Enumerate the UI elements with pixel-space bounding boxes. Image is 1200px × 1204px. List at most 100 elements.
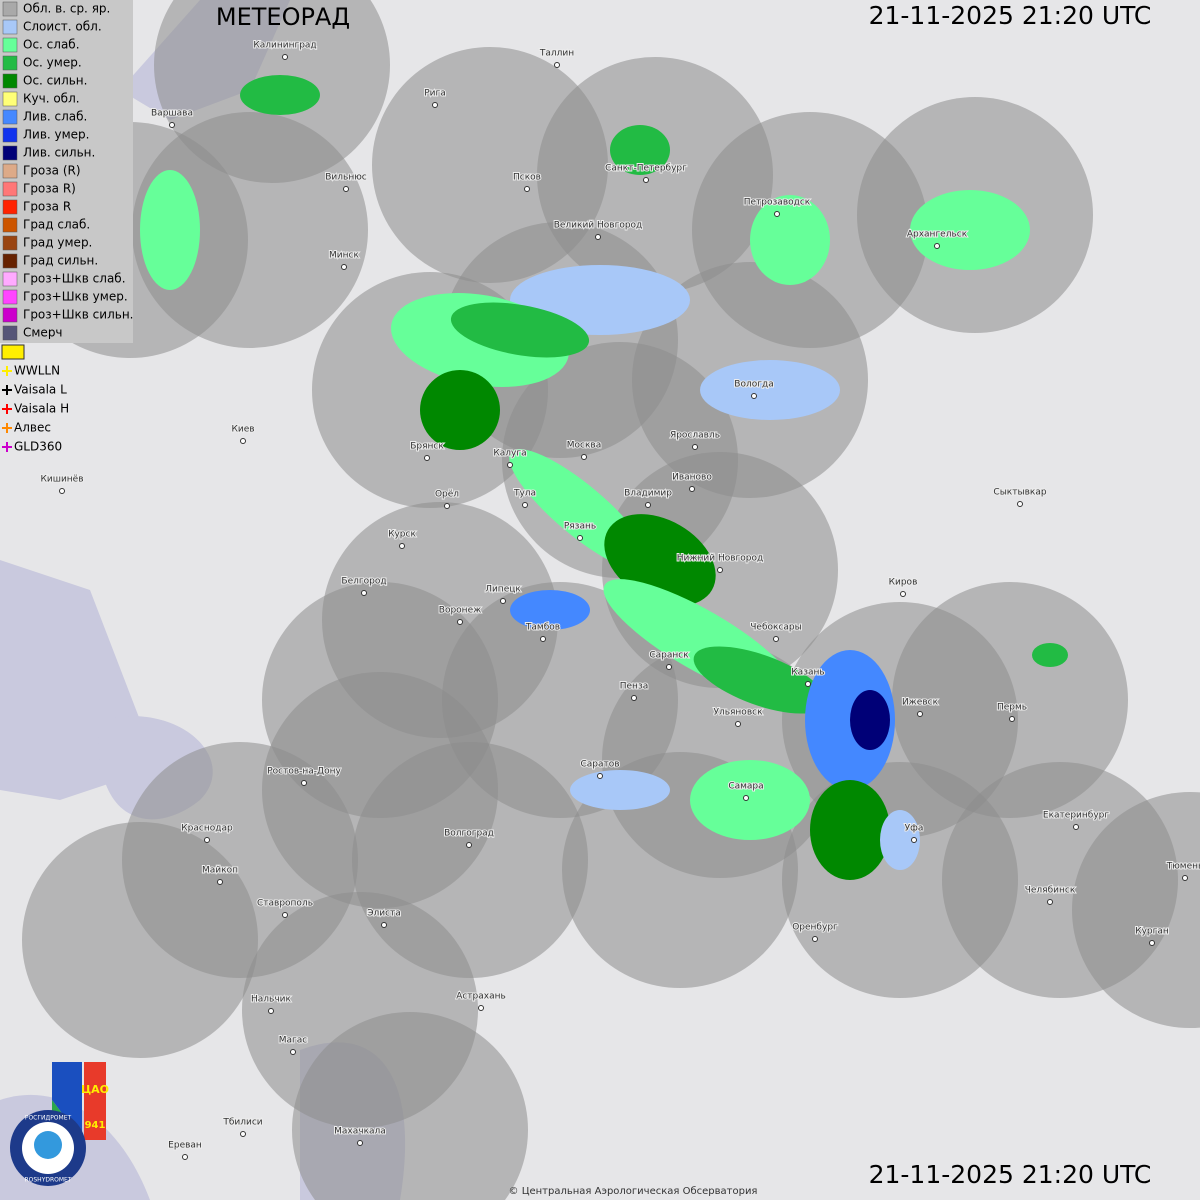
city-dot — [268, 1008, 274, 1014]
radar-circle — [892, 582, 1128, 818]
city-dot — [805, 681, 811, 687]
legend-label: Лив. слаб. — [23, 110, 87, 124]
lightning-marker — [2, 442, 12, 452]
city-label: Челябинск — [1025, 886, 1076, 896]
city-dot — [507, 462, 513, 468]
lightning-label: WWLLN — [14, 364, 60, 378]
city-dot — [643, 177, 649, 183]
city-dot — [357, 1140, 363, 1146]
legend-label: Смерч — [23, 326, 63, 340]
city-label: Ростов-на-Дону — [267, 767, 341, 777]
lightning-icon — [1, 344, 25, 360]
legend-label: Ос. слаб. — [23, 38, 80, 52]
city-label: Ярославль — [670, 431, 720, 441]
city-dot — [1182, 875, 1188, 881]
city-dot — [597, 773, 603, 779]
timestamp: 21-11-2025 21:20 UTC — [869, 1160, 1152, 1189]
city-dot — [500, 598, 506, 604]
lightning-marker — [2, 385, 12, 395]
city-label: Рига — [424, 89, 446, 99]
city-label: Ижевск — [902, 698, 939, 708]
city-label: Краснодар — [181, 824, 233, 834]
logo-flag — [84, 1062, 106, 1140]
city-label: Брянск — [410, 442, 444, 452]
precip-area — [610, 125, 670, 175]
city-dot — [751, 393, 757, 399]
city-label: Ульяновск — [713, 708, 763, 718]
city-label: Ставрополь — [257, 899, 313, 909]
city-label: Варшава — [151, 109, 193, 119]
city-label: Пермь — [997, 703, 1027, 713]
precip-area — [850, 690, 890, 750]
city-dot — [554, 62, 560, 68]
city-label: Махачкала — [334, 1127, 386, 1137]
precip-area — [750, 195, 830, 285]
city-dot — [1017, 501, 1023, 507]
city-label: Москва — [567, 441, 601, 451]
legend-swatch — [2, 127, 18, 143]
legend-swatch — [2, 91, 18, 107]
city-dot — [1073, 824, 1079, 830]
city-label: Липецк — [485, 585, 521, 595]
city-dot — [631, 695, 637, 701]
legend-label: Гроза R — [23, 200, 71, 214]
city-dot — [522, 502, 528, 508]
city-dot — [169, 122, 175, 128]
legend-swatch — [2, 37, 18, 53]
logo-flag — [52, 1062, 82, 1140]
city-dot — [240, 438, 246, 444]
city-label: Тбилиси — [222, 1118, 262, 1128]
city-label: Майкоп — [202, 866, 238, 876]
city-label: Псков — [513, 173, 541, 183]
legend-label: Слоист. обл. — [23, 20, 102, 34]
city-label: Киров — [889, 578, 918, 588]
logo-org: ЦАО — [81, 1083, 109, 1096]
legend-swatch — [2, 73, 18, 89]
city-dot — [917, 711, 923, 717]
city-label: Вильнюс — [325, 173, 367, 183]
legend-swatch — [2, 271, 18, 287]
legend-label: Град умер. — [23, 236, 92, 250]
logo-text: РОСГИДРОМЕТ — [25, 1115, 72, 1122]
precip-area — [420, 370, 500, 450]
legend-swatch — [2, 163, 18, 179]
legend-swatch — [2, 1, 18, 17]
precip-area — [880, 810, 920, 870]
city-dot — [595, 234, 601, 240]
city-label: Тамбов — [525, 623, 560, 633]
city-dot — [381, 922, 387, 928]
city-label: Магас — [279, 1036, 308, 1046]
city-dot — [900, 591, 906, 597]
lightning-marker — [2, 404, 12, 414]
city-label: Ереван — [168, 1141, 202, 1151]
precip-area — [690, 760, 810, 840]
legend-swatch — [2, 109, 18, 125]
city-label: Уфа — [905, 824, 924, 834]
lightning-label: Vaisala H — [14, 402, 69, 416]
city-label: Воронеж — [439, 606, 481, 616]
legend-label: Обл. в. ср. яр. — [23, 2, 110, 16]
city-label: Иваново — [672, 473, 712, 483]
city-dot — [735, 721, 741, 727]
radar-circle — [1072, 792, 1200, 1028]
legend-swatch — [2, 253, 18, 269]
legend-label: Град сильн. — [23, 254, 98, 268]
city-dot — [666, 664, 672, 670]
city-label: Чебоксары — [750, 623, 801, 633]
legend-label: Град слаб. — [23, 218, 90, 232]
city-dot — [282, 912, 288, 918]
city-dot — [934, 243, 940, 249]
city-label: Нижний Новгород — [677, 554, 763, 564]
city-label: Сыктывкар — [993, 488, 1046, 498]
legend-label: Гроз+Шкв слаб. — [23, 272, 126, 286]
city-dot — [773, 636, 779, 642]
precip-area — [810, 780, 890, 880]
precip-area — [140, 170, 200, 290]
city-label: Астрахань — [456, 992, 506, 1002]
city-dot — [717, 567, 723, 573]
legend-swatch — [2, 325, 18, 341]
logo-code: 941 — [85, 1120, 106, 1131]
city-dot — [689, 486, 695, 492]
city-dot — [301, 780, 307, 786]
